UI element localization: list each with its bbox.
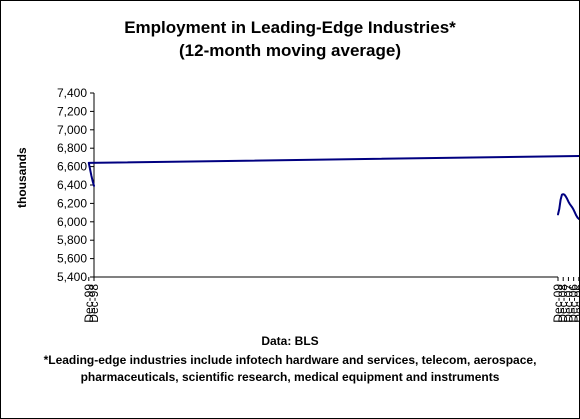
y-tick-label: 6,600 <box>57 160 87 174</box>
y-tick-label: 5,800 <box>57 233 87 247</box>
footnote: *Leading-edge industries include infotec… <box>43 353 537 384</box>
series-line <box>87 155 579 221</box>
x-tick-label: Dec-98 <box>87 284 101 323</box>
y-tick-label: 6,000 <box>57 215 87 229</box>
y-tick-label: 6,400 <box>57 178 87 192</box>
x-tick-label: Dec-09 <box>551 284 565 323</box>
x-tick-label: Dec-99 <box>82 284 96 323</box>
x-tick-label: Dec-08 <box>556 284 570 323</box>
x-tick-label: Dec-04 <box>577 284 579 323</box>
y-tick-label: 6,200 <box>57 196 87 210</box>
x-tick-label: Dec-05 <box>572 284 579 323</box>
chart-title: Employment in Leading-Edge Industries* <box>124 18 456 37</box>
x-tick-label: Dec-07 <box>561 284 575 323</box>
y-tick-label: 6,800 <box>57 141 87 155</box>
y-tick-label: 7,000 <box>57 123 87 137</box>
y-tick-label: 7,400 <box>57 86 87 100</box>
x-tick-label: Dec-06 <box>567 284 579 323</box>
y-tick-label: 5,400 <box>57 270 87 284</box>
y-tick-label: 5,600 <box>57 252 87 266</box>
chart-subtitle: (12-month moving average) <box>179 41 401 60</box>
source-note: Data: BLS <box>261 334 319 348</box>
y-tick-label: 7,200 <box>57 104 87 118</box>
